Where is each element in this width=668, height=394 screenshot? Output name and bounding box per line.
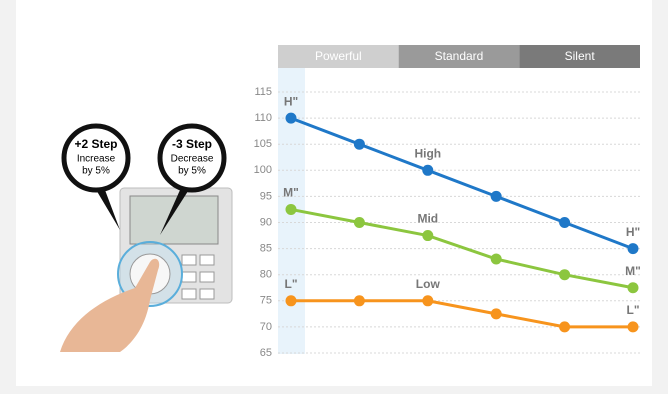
y-tick-label: 85: [260, 243, 272, 255]
hand: [60, 258, 160, 352]
data-point: [285, 295, 297, 307]
mode-label: Silent: [565, 49, 596, 63]
point-label: M": [625, 264, 641, 278]
series-line: [290, 116, 634, 251]
point-label: Low: [416, 277, 441, 291]
y-tick-label: 115: [254, 86, 272, 98]
callout-text: Decrease: [171, 154, 214, 165]
data-point: [285, 203, 297, 215]
remote-button: [199, 254, 215, 266]
callout-text: by 5%: [178, 166, 206, 177]
mode-label: Standard: [435, 49, 484, 63]
data-point: [559, 269, 571, 281]
data-point: [490, 308, 502, 320]
remote-button: [199, 288, 215, 300]
data-point: [627, 282, 639, 294]
callout-pointer: [160, 188, 190, 235]
callout-title: -3 Step: [172, 137, 212, 151]
point-label: L": [626, 303, 639, 317]
callout-text: by 5%: [82, 166, 110, 177]
data-point: [285, 112, 297, 124]
data-point: [627, 321, 639, 333]
data-point: [422, 230, 434, 242]
point-label: M": [283, 186, 299, 200]
point-label: Mid: [417, 212, 438, 226]
data-point: [422, 164, 434, 176]
series-line: [291, 299, 633, 329]
data-point: [627, 243, 639, 255]
mode-label: Powerful: [315, 49, 362, 63]
point-label: H": [284, 94, 298, 108]
data-point: [559, 217, 571, 228]
point-label: L": [284, 277, 297, 291]
callout-bubble: [157, 123, 227, 193]
y-tick-label: 110: [254, 112, 272, 124]
series-line: [290, 207, 634, 290]
data-point: [422, 295, 434, 307]
y-tick-label: 65: [260, 347, 272, 359]
y-tick-label: 75: [260, 295, 272, 307]
y-tick-label: 105: [254, 138, 272, 150]
remote-button: [181, 254, 197, 266]
data-point: [353, 217, 365, 228]
mode-band: [398, 45, 520, 68]
remote-illustration: +2 Step Increase by 5% -3 Step Decrease …: [60, 123, 233, 352]
y-tick-label: 100: [254, 164, 272, 176]
data-point: [490, 190, 502, 202]
y-tick-label: 95: [260, 190, 272, 202]
y-tick-label: 80: [260, 269, 272, 281]
callout-text: Increase: [77, 154, 116, 165]
y-tick-label: 90: [260, 216, 272, 228]
data-point: [490, 253, 502, 265]
callout-title: +2 Step: [74, 137, 117, 151]
y-tick-label: 70: [260, 321, 272, 333]
point-label: H": [626, 225, 640, 239]
mode-band: [278, 45, 399, 68]
point-label: High: [414, 146, 441, 160]
remote-button: [181, 288, 197, 300]
remote-button: [181, 271, 197, 283]
data-point: [559, 321, 571, 333]
mode-band: [519, 45, 640, 68]
callout-pointer: [95, 188, 120, 230]
remote-screen: [129, 195, 219, 245]
data-point: [353, 138, 365, 150]
remote-button: [199, 271, 215, 283]
data-point: [353, 295, 365, 307]
callout-bubble: [61, 123, 131, 193]
